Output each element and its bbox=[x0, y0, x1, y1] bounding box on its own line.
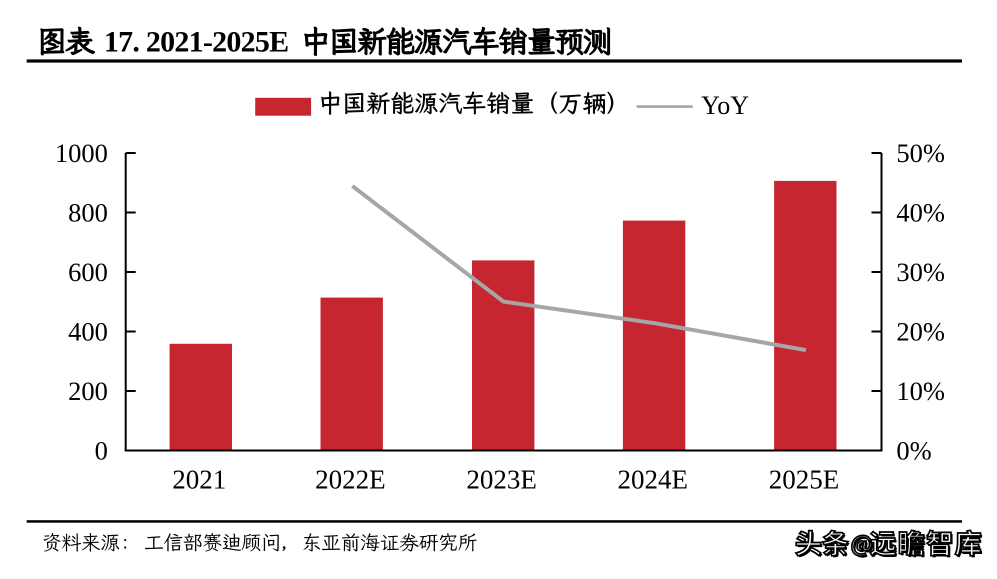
svg-text:YoY: YoY bbox=[701, 91, 749, 120]
svg-text:0%: 0% bbox=[896, 435, 931, 465]
svg-text:20%: 20% bbox=[896, 316, 945, 346]
svg-text:30%: 30% bbox=[896, 257, 945, 287]
svg-text:600: 600 bbox=[68, 257, 108, 287]
svg-text:0: 0 bbox=[95, 435, 108, 465]
svg-text:10%: 10% bbox=[896, 376, 945, 406]
svg-text:1000: 1000 bbox=[55, 138, 108, 168]
svg-text:2022E: 2022E bbox=[315, 464, 386, 494]
svg-text:40%: 40% bbox=[896, 197, 945, 227]
svg-text:2024E: 2024E bbox=[618, 464, 689, 494]
svg-text:2021: 2021 bbox=[172, 464, 226, 494]
svg-text:200: 200 bbox=[68, 376, 108, 406]
svg-text:2025E: 2025E bbox=[769, 464, 840, 494]
svg-text:800: 800 bbox=[68, 197, 108, 227]
svg-text:50%: 50% bbox=[896, 138, 945, 168]
svg-text:2023E: 2023E bbox=[466, 464, 537, 494]
svg-text:400: 400 bbox=[68, 316, 108, 346]
svg-text:17. 2021-2025E: 17. 2021-2025E bbox=[104, 25, 289, 58]
